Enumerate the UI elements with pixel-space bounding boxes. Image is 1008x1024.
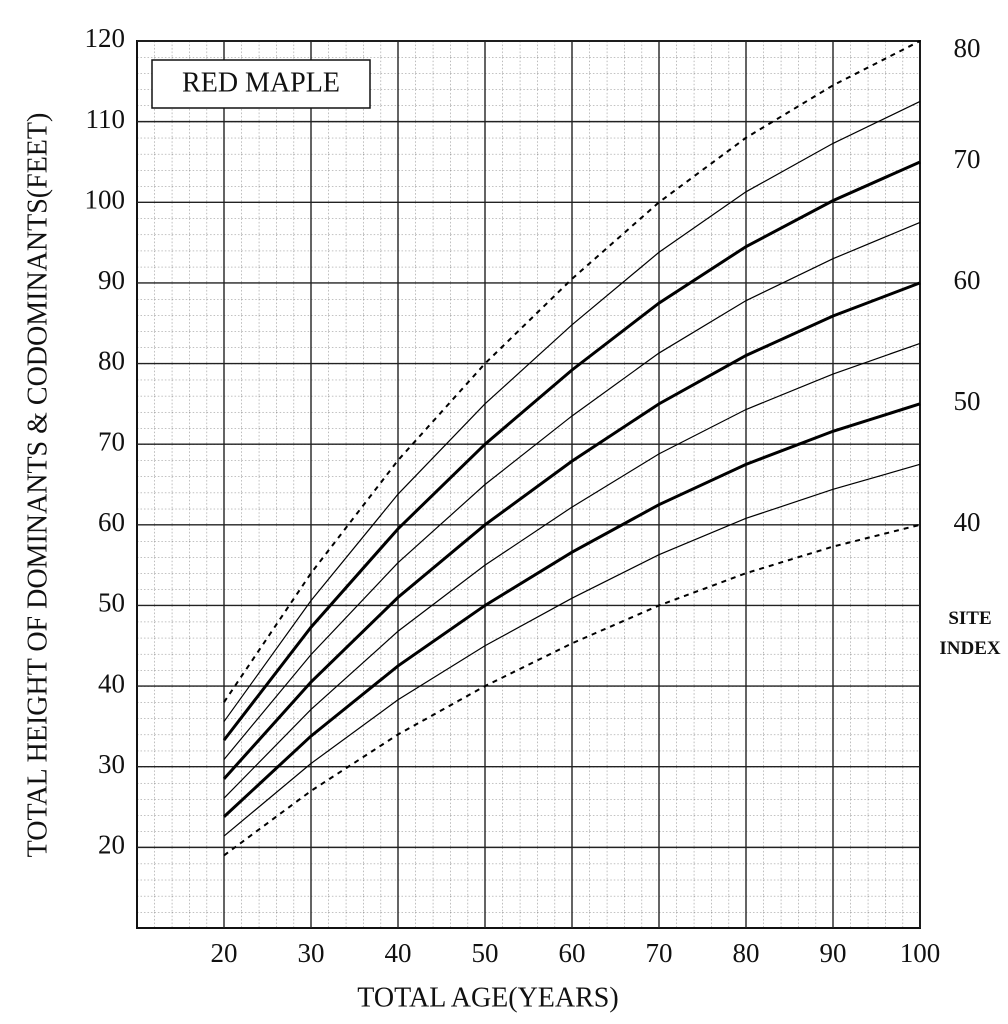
- x-axis-label: TOTAL AGE(YEARS): [357, 982, 618, 1013]
- plot-area: [137, 41, 920, 928]
- x-tick-label: 50: [472, 938, 499, 968]
- y-tick-label: 80: [98, 346, 125, 376]
- x-tick-label: 60: [559, 938, 586, 968]
- x-tick-label: 100: [900, 938, 941, 968]
- y-tick-label: 110: [86, 104, 126, 134]
- y-tick-label: 90: [98, 265, 125, 295]
- title-box: [151, 59, 371, 109]
- series-label: 60: [954, 265, 981, 295]
- site-index-curve: [223, 523, 921, 857]
- x-tick-label: 30: [298, 938, 325, 968]
- y-tick-label: 70: [98, 426, 125, 456]
- series-label: 50: [954, 386, 981, 416]
- site-index-curve: [222, 160, 921, 742]
- y-tick-label: 100: [85, 184, 126, 214]
- x-tick-label: 40: [385, 938, 412, 968]
- site-index-curve: [222, 281, 921, 780]
- series-label: 40: [954, 507, 981, 537]
- y-tick-label: 50: [98, 588, 125, 618]
- site-index-curve: [223, 40, 921, 703]
- x-tick-label: 80: [733, 938, 760, 968]
- site-index-curve: [223, 342, 921, 799]
- y-tick-label: 30: [98, 749, 125, 779]
- y-axis-label: TOTAL HEIGHT OF DOMINANTS & CODOMINANTS(…: [22, 113, 53, 858]
- site-index-curve: [222, 402, 921, 818]
- series-label: 80: [954, 33, 981, 63]
- lines: [222, 40, 921, 857]
- y-tick-label: 40: [98, 668, 125, 698]
- chart-title: RED MAPLE: [182, 67, 340, 98]
- site-index-curve: [223, 221, 921, 760]
- y-tick-label: 120: [85, 23, 126, 53]
- y-tick-label: 60: [98, 507, 125, 537]
- grid: [137, 40, 921, 928]
- site-index-curve: [223, 463, 921, 837]
- x-tick-label: 70: [646, 938, 673, 968]
- x-tick-label: 90: [820, 938, 847, 968]
- site-index-label: SITE INDEX: [939, 608, 1001, 659]
- series-label: 70: [954, 144, 981, 174]
- site-index-curve: [223, 100, 921, 722]
- x-tick-label: 20: [211, 938, 238, 968]
- y-tick-label: 20: [98, 830, 125, 860]
